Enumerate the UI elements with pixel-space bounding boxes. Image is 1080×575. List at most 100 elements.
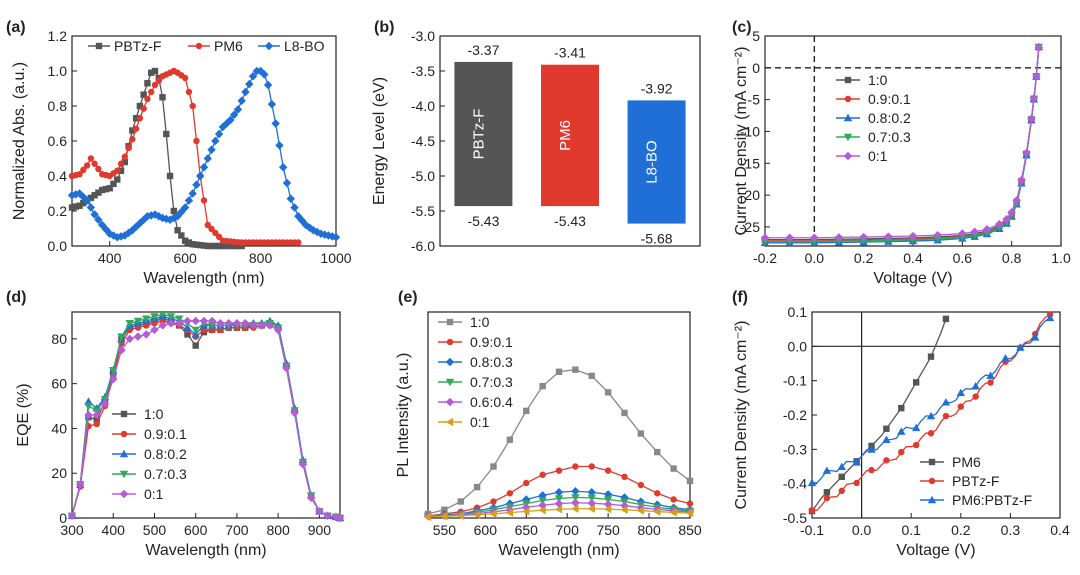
x-tick-label: 600 xyxy=(184,522,208,538)
data-point xyxy=(760,238,770,246)
data-point xyxy=(898,448,905,456)
data-point xyxy=(185,239,193,246)
data-point xyxy=(110,180,117,188)
data-point xyxy=(193,137,200,145)
data-point xyxy=(232,318,242,328)
panel-label: (e) xyxy=(398,289,418,306)
data-point xyxy=(457,498,464,505)
x-tick-label: 400 xyxy=(102,522,126,538)
x-tick-label: 400 xyxy=(98,250,122,266)
legend-label: L8-BO xyxy=(284,38,325,54)
data-point xyxy=(1031,333,1040,341)
legend-label: 0:1 xyxy=(144,486,164,502)
data-point xyxy=(215,242,223,250)
series-0-1 xyxy=(423,504,694,522)
data-point xyxy=(150,313,159,321)
data-point xyxy=(204,242,211,250)
y-axis-label: Current Density (mA cm⁻²) xyxy=(733,47,750,236)
energy-bar-l8-bo: -3.92 -5.68 L8-BO xyxy=(627,80,686,247)
x-tick-label: 1.0 xyxy=(1051,250,1071,266)
data-point xyxy=(72,203,79,210)
x-tick-label: 0.8 xyxy=(1002,250,1022,266)
data-point xyxy=(208,242,215,250)
bar-name: PBTz-F xyxy=(470,109,487,160)
panel-c: (c) -0.2 0.0 0.2 0.4 0.6 0.8 1.0 5 0 -5 -10 -15 -20 -2… xyxy=(732,19,1071,287)
data-point xyxy=(76,480,85,489)
data-point xyxy=(1029,94,1039,103)
data-point xyxy=(982,225,992,234)
legend-item: PM6 xyxy=(920,454,981,470)
data-point xyxy=(1016,343,1025,351)
legend-item: PM6 xyxy=(188,38,243,54)
data-point xyxy=(101,225,111,234)
data-point xyxy=(670,496,677,503)
panel-b: (b) -3.0 -3.5 -4.0 -4.5 -5.0 -5.5 -6.0 Energy Le… xyxy=(371,19,701,254)
data-point xyxy=(539,471,546,478)
legend-marker xyxy=(928,477,936,485)
data-point xyxy=(95,189,102,196)
data-point xyxy=(282,363,291,373)
data-point xyxy=(987,379,994,386)
data-point xyxy=(785,233,794,242)
data-point xyxy=(290,408,299,417)
data-point xyxy=(136,115,144,122)
y-tick-label: -0.2 xyxy=(783,407,807,423)
data-point xyxy=(197,241,204,249)
data-point xyxy=(211,136,220,146)
data-point xyxy=(216,318,225,328)
series-line xyxy=(71,318,341,519)
data-point xyxy=(867,445,876,453)
legend-marker xyxy=(844,76,852,84)
lumo-label: -3.92 xyxy=(641,80,673,96)
legend-item: 0.7:0.3 xyxy=(836,129,911,145)
data-point xyxy=(933,235,942,244)
panel-label: (a) xyxy=(6,19,26,36)
data-point xyxy=(620,505,628,514)
series-pm6-pbtz-f xyxy=(807,313,1055,487)
data-point xyxy=(312,227,322,237)
data-point xyxy=(286,194,295,203)
data-point xyxy=(102,185,110,193)
data-point xyxy=(306,493,316,503)
y-tick-label: -4.0 xyxy=(411,98,435,114)
data-point xyxy=(218,122,228,132)
y-tick-label: 0 xyxy=(59,510,67,526)
legend-label: PM6:PBTz-F xyxy=(952,492,1032,508)
data-point xyxy=(151,67,159,75)
data-point xyxy=(192,342,199,349)
data-point xyxy=(97,220,107,230)
data-point xyxy=(240,318,250,328)
data-point xyxy=(214,129,224,139)
data-point xyxy=(166,313,176,321)
data-point xyxy=(603,504,612,514)
legend-label: PM6 xyxy=(214,38,243,54)
legend-marker xyxy=(843,151,853,161)
data-point xyxy=(135,219,145,228)
legend-label: 0.9:0.1 xyxy=(470,334,513,350)
x-tick-label: 750 xyxy=(596,522,620,538)
x-tick-label: -0.2 xyxy=(753,250,777,266)
data-point xyxy=(571,498,580,507)
data-point xyxy=(653,507,661,516)
data-point xyxy=(539,382,546,390)
data-point xyxy=(98,186,106,194)
x-tick-label: 0.2 xyxy=(854,250,874,266)
x-tick-label: 700 xyxy=(225,522,249,538)
data-point xyxy=(926,411,936,420)
data-point xyxy=(87,155,95,162)
data-point xyxy=(884,232,893,241)
x-tick-label: 1000 xyxy=(320,250,351,266)
legend-label: 0.8:0.3 xyxy=(470,354,513,370)
data-point xyxy=(196,171,205,181)
y-tick-label: -4.5 xyxy=(411,133,435,149)
data-point xyxy=(67,511,77,520)
data-point xyxy=(473,483,481,491)
legend-item: 0.9:0.1 xyxy=(112,426,187,442)
data-point xyxy=(117,333,126,341)
data-point xyxy=(958,234,967,242)
data-point xyxy=(158,311,167,319)
data-point xyxy=(603,496,613,504)
data-point xyxy=(177,207,186,217)
legend-label: 0.9:0.1 xyxy=(868,91,911,107)
data-point xyxy=(554,488,564,497)
